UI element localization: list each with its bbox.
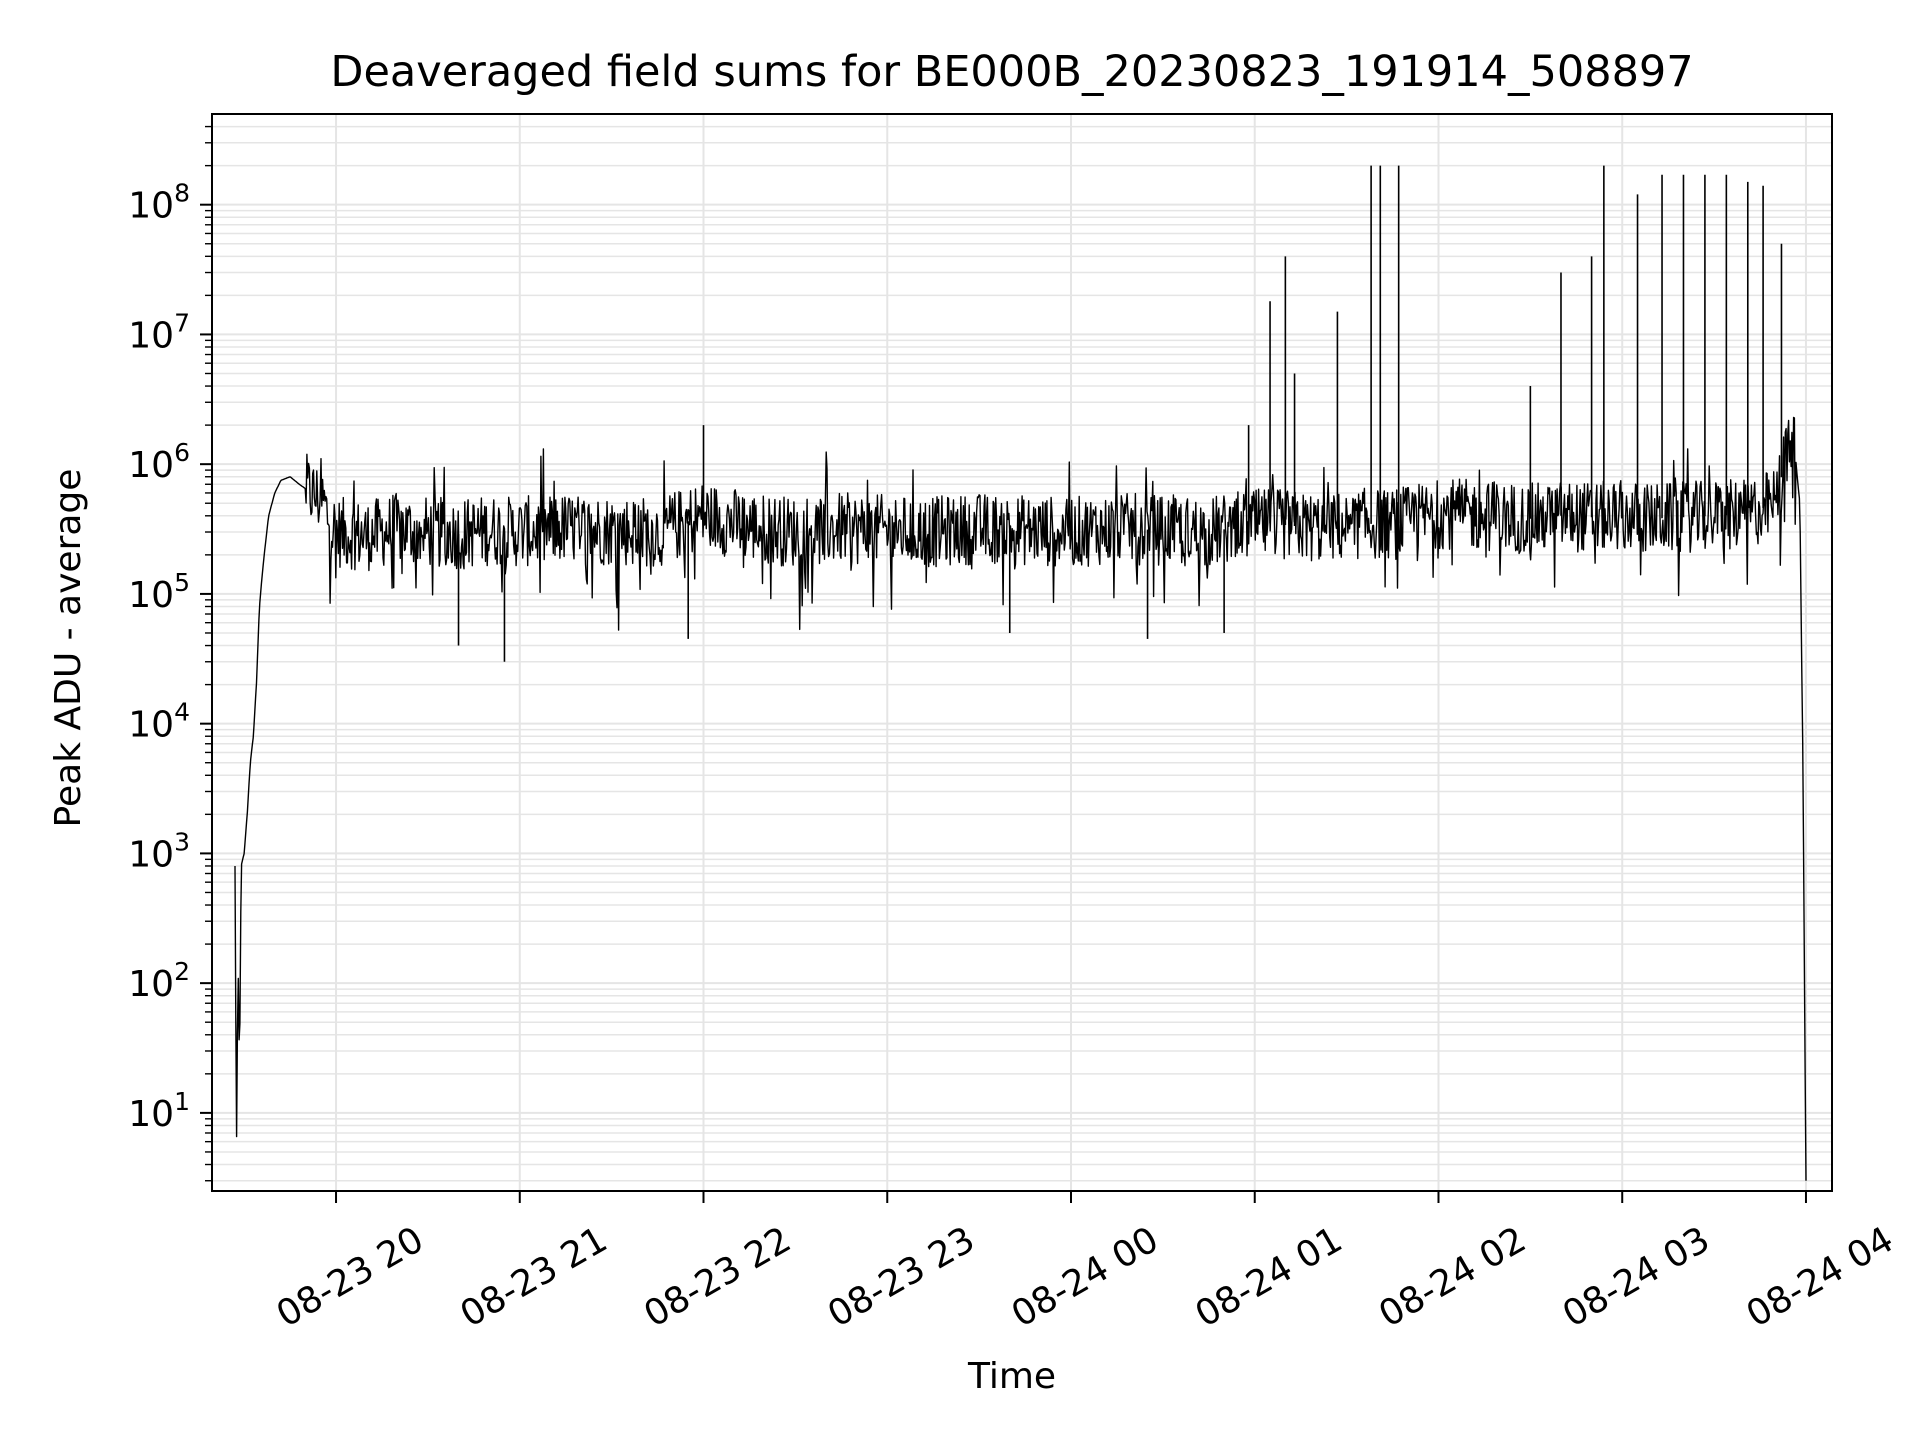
y-axis-label: Peak ADU - average [48,469,89,828]
data-layer [234,165,1807,1181]
y-tick-label: 106 [128,438,190,486]
y-tick-base: 10 [128,315,174,356]
y-tick-exponent: 3 [174,827,190,856]
y-tick-label: 108 [128,179,190,227]
y-tick-base: 10 [128,964,174,1005]
y-tick-label: 101 [128,1087,190,1135]
grid-layer [212,114,1832,1191]
y-tick-exponent: 6 [174,438,190,467]
plot-frame [211,113,1833,1192]
y-tick-base: 10 [128,575,174,616]
y-tick-label: 102 [128,957,190,1005]
y-tick-label: 104 [128,698,190,746]
y-tick-base: 10 [128,445,174,486]
y-tick-exponent: 2 [174,957,190,986]
y-tick-base: 10 [128,705,174,746]
y-tick-base: 10 [128,1094,174,1135]
y-tick-exponent: 1 [174,1087,190,1116]
x-axis-label: Time [967,1356,1056,1397]
y-tick-exponent: 8 [174,179,190,208]
y-tick-exponent: 7 [174,308,190,337]
y-tick-exponent: 4 [174,698,190,727]
series-line [234,416,1807,1181]
chart-title: Deaveraged field sums for BE000B_2023082… [330,47,1693,97]
y-tick-label: 105 [128,568,190,616]
y-tick-label: 103 [128,827,190,875]
y-tick-exponent: 5 [174,568,190,597]
y-tick-label: 107 [128,308,190,356]
y-tick-base: 10 [128,186,174,227]
y-tick-base: 10 [128,834,174,875]
